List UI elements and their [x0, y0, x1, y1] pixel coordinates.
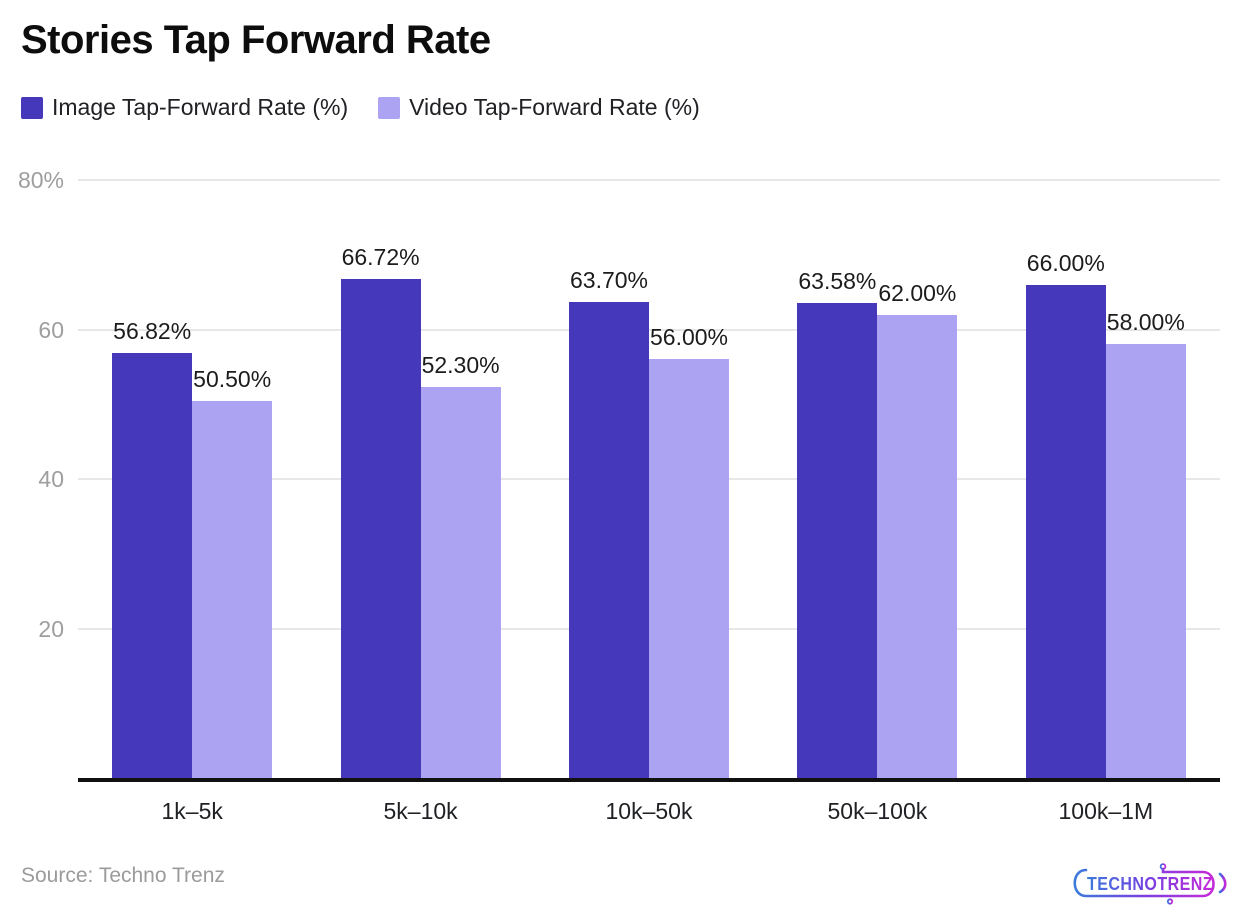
- bar-image-5k–10k[interactable]: [340, 279, 421, 778]
- x-tick-100k–1M: 100k–1M: [1058, 798, 1154, 824]
- y-tick-80: 80%: [17, 167, 64, 193]
- bar-video-10k–50k[interactable]: [649, 359, 729, 778]
- y-tick-60: 60: [38, 316, 64, 343]
- value-label-video-50k–100k: 62.00%: [878, 279, 957, 306]
- value-label-video-100k–1M: 58.00%: [1106, 309, 1185, 336]
- legend-item-video[interactable]: Video Tap-Forward Rate (%): [378, 94, 700, 121]
- chart-area: 80% 60 40 20 56.82% 66.72% 63.70% 63.58% 66.00%…: [0, 167, 1240, 830]
- y-tick-20: 20: [38, 615, 64, 642]
- x-tick-1k–5k: 1k–5k: [161, 798, 223, 824]
- y-tick-40: 40: [38, 466, 64, 492]
- x-tick-10k–50k: 10k–50k: [605, 798, 693, 824]
- value-label-image-50k–100k: 63.58%: [798, 267, 877, 294]
- value-label-image-10k–50k: 63.70%: [569, 266, 648, 293]
- source-text: Source: Techno Trenz: [21, 864, 225, 887]
- x-tick-50k–100k: 50k–100k: [827, 798, 928, 824]
- value-label-video-10k–50k: 56.00%: [649, 324, 728, 351]
- plot-area: 56.82% 66.72% 63.70% 63.58% 66.00% 50.50% 52.3…: [78, 179, 1220, 824]
- bar-image-100k–1M[interactable]: [1025, 284, 1106, 778]
- bar-video-100k–1M[interactable]: [1105, 344, 1186, 778]
- chart-title: Stories Tap Forward Rate: [21, 18, 491, 62]
- y-axis: 80% 60 40 20: [0, 167, 64, 778]
- legend-swatch-video: [378, 96, 401, 119]
- bar-video-50k–100k[interactable]: [877, 314, 958, 778]
- logo-text: TECHNOTRENZ: [1087, 874, 1213, 894]
- gridline-80: [78, 179, 1220, 181]
- bar-video-5k–10k[interactable]: [420, 387, 501, 778]
- x-tick-5k–10k: 5k–10k: [383, 798, 458, 824]
- x-axis-line: [78, 778, 1220, 782]
- bar-video-1k–5k[interactable]: [192, 400, 273, 778]
- legend-label-image: Image Tap-Forward Rate (%): [52, 94, 349, 120]
- legend-item-image[interactable]: Image Tap-Forward Rate (%): [21, 94, 348, 121]
- technotrenz-logo: TECHNOTRENZ: [1073, 863, 1227, 905]
- value-label-video-5k–10k: 52.30%: [421, 352, 500, 379]
- bar-image-1k–5k[interactable]: [112, 353, 193, 778]
- value-label-image-1k–5k: 56.82%: [113, 318, 192, 345]
- value-label-image-5k–10k: 66.72%: [341, 244, 420, 271]
- bar-image-50k–100k[interactable]: [797, 302, 878, 778]
- legend: Image Tap-Forward Rate (%) Video Tap-For…: [21, 94, 700, 121]
- gridline-60: [78, 328, 1220, 331]
- logo-outline-icon: [1073, 863, 1227, 905]
- legend-label-video: Video Tap-Forward Rate (%): [409, 94, 700, 120]
- value-label-video-1k–5k: 50.50%: [193, 365, 272, 392]
- legend-swatch-image: [21, 96, 43, 119]
- value-label-image-100k–1M: 66.00%: [1026, 249, 1105, 276]
- bar-image-10k–50k[interactable]: [569, 301, 649, 778]
